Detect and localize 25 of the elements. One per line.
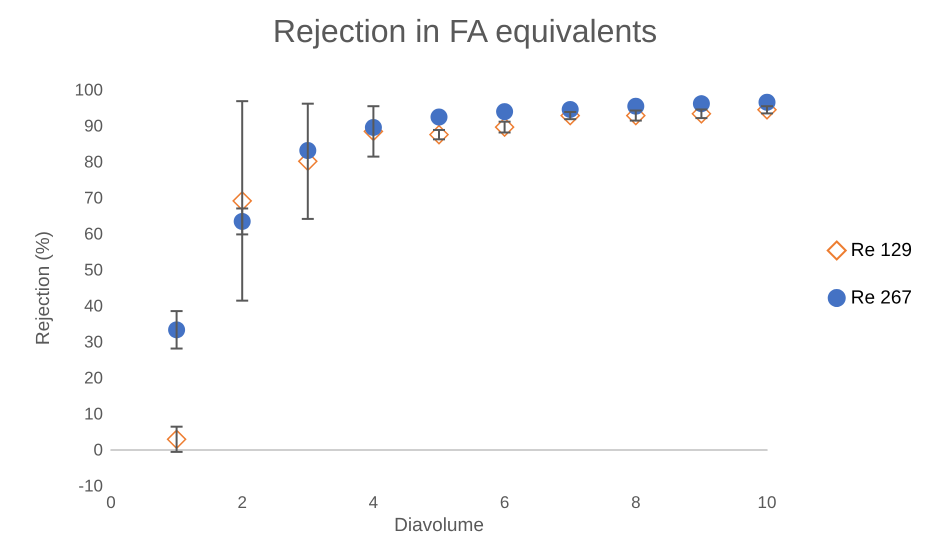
x-tick-label: 8 [631, 493, 641, 512]
x-tick-label: 10 [758, 493, 776, 512]
point [496, 103, 514, 120]
y-axis-title: Rejection (%) [33, 231, 54, 346]
x-tick-label: 4 [368, 493, 378, 512]
legend-label: Re 267 [850, 288, 912, 308]
chart-title: Rejection in FA equivalents [272, 13, 658, 49]
point [430, 108, 448, 126]
y-tick-label: 80 [84, 152, 103, 172]
y-tick-label: 20 [84, 368, 103, 388]
y-tick-label: 70 [84, 188, 103, 208]
y-tick-label: 90 [84, 116, 103, 136]
y-tick-label: -10 [78, 476, 103, 496]
y-tick-label: 30 [84, 332, 103, 352]
x-tick-label: 0 [106, 493, 116, 512]
x-tick-label: 2 [237, 493, 247, 512]
y-tick-label: 60 [84, 224, 103, 244]
legend-label: Re 129 [850, 240, 912, 261]
y-tick-label: 0 [94, 440, 103, 460]
x-axis-title: Diavolume [394, 515, 484, 536]
y-tick-label: 40 [84, 296, 103, 316]
x-tick-label: 6 [500, 493, 510, 512]
y-tick-label: 10 [84, 404, 103, 424]
y-tick-label: 50 [84, 260, 103, 280]
y-tick-label: 100 [74, 80, 103, 100]
